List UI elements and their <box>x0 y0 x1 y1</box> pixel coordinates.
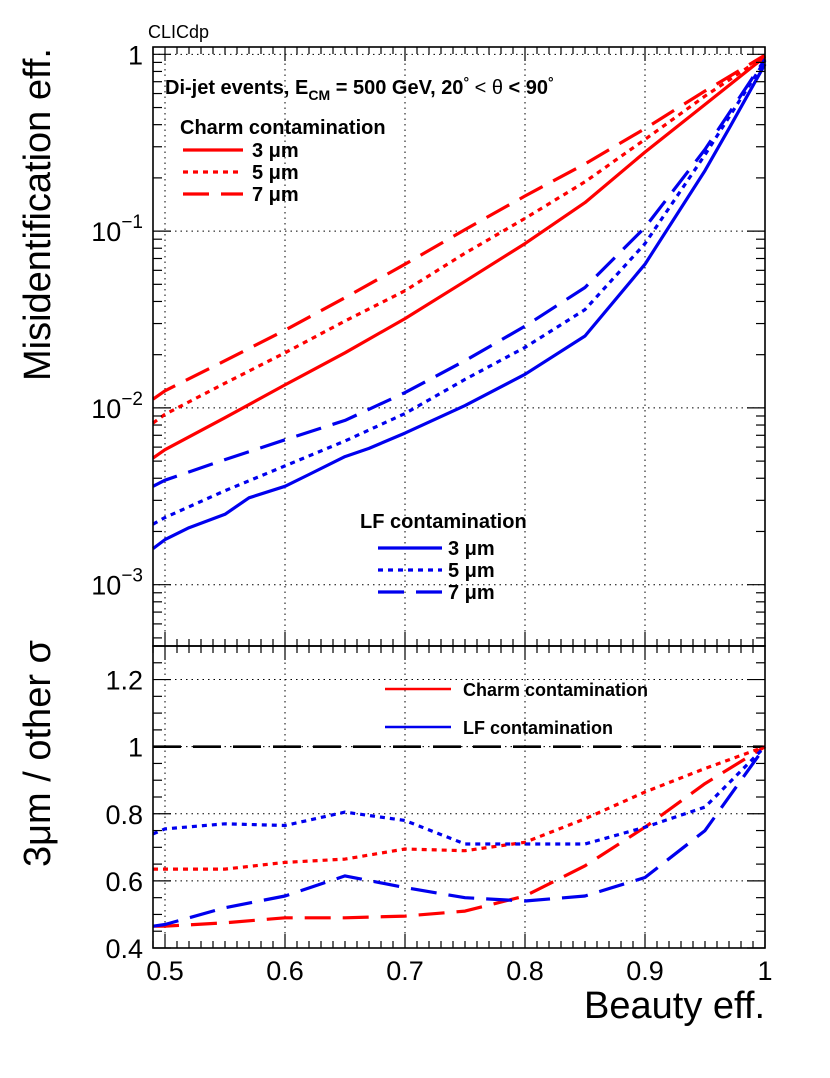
x-tick-label-4: 0.9 <box>626 956 664 986</box>
bottom-y-tick-label-2: 0.8 <box>105 800 143 830</box>
x-tick-label-2: 0.7 <box>386 956 424 986</box>
bottom-frame <box>152 645 766 949</box>
event-annotation: Di-jet events, ECM = 500 GeV, 20° < θ < … <box>165 74 554 103</box>
bottom-series-2 <box>152 745 767 846</box>
x-axis-label: Beauty eff. <box>584 985 765 1027</box>
legend-label-1-0: 3 μm <box>448 538 495 560</box>
ratio-legend-label-0: Charm contamination <box>463 680 648 700</box>
bottom-panel <box>152 646 767 948</box>
top-y-tick-label-3: 10−3 <box>91 566 143 601</box>
top-series-4 <box>152 59 767 526</box>
bottom-series-0 <box>153 745 766 871</box>
top-y-axis-label: Misidentification eff. <box>17 48 59 381</box>
top-series-1 <box>152 54 766 425</box>
top-series-2 <box>152 53 766 401</box>
top-series-5 <box>152 58 767 488</box>
clicdp-watermark: CLICdp <box>148 22 209 42</box>
labels: 0.5 0.6 0.7 0.8 0.9 1 0.4 0.6 0.8 1 1.2 1 10−1 10−2 10… <box>17 22 773 1027</box>
bottom-y-tick-label-0: 0.4 <box>105 934 143 964</box>
top-series-3 <box>152 63 767 550</box>
x-tick-label-3: 0.8 <box>506 956 544 986</box>
legend-label-1-1: 5 μm <box>448 560 495 582</box>
top-y-tick-label-1: 10−1 <box>91 212 143 247</box>
top-y-tick-label-2: 10−2 <box>91 389 143 424</box>
top-y-tick-label-0: 1 <box>128 40 143 70</box>
bottom-y-axis-label: 3μm / other σ <box>17 640 59 867</box>
bottom-series-3 <box>152 745 767 928</box>
legend-title-0: Charm contamination <box>180 117 386 139</box>
x-tick-label-1: 0.6 <box>266 956 304 986</box>
x-tick-label-5: 1 <box>757 956 772 986</box>
bottom-y-tick-label-4: 1.2 <box>105 666 143 696</box>
legend-label-0-0: 3 μm <box>252 140 299 162</box>
ratio-legend-label-1: LF contamination <box>463 718 613 738</box>
legend-label-0-2: 7 μm <box>252 184 299 206</box>
bottom-y-tick-label-3: 1 <box>128 733 143 763</box>
bottom-y-tick-label-1: 0.6 <box>105 867 143 897</box>
legend-title-1: LF contamination <box>360 511 527 533</box>
legend-label-1-2: 7 μm <box>448 582 495 604</box>
top-panel <box>152 47 767 646</box>
bottom-series-1 <box>153 745 766 928</box>
legend-label-0-1: 5 μm <box>252 162 299 184</box>
x-tick-label-0: 0.5 <box>146 956 184 986</box>
top-series-0 <box>152 55 766 460</box>
